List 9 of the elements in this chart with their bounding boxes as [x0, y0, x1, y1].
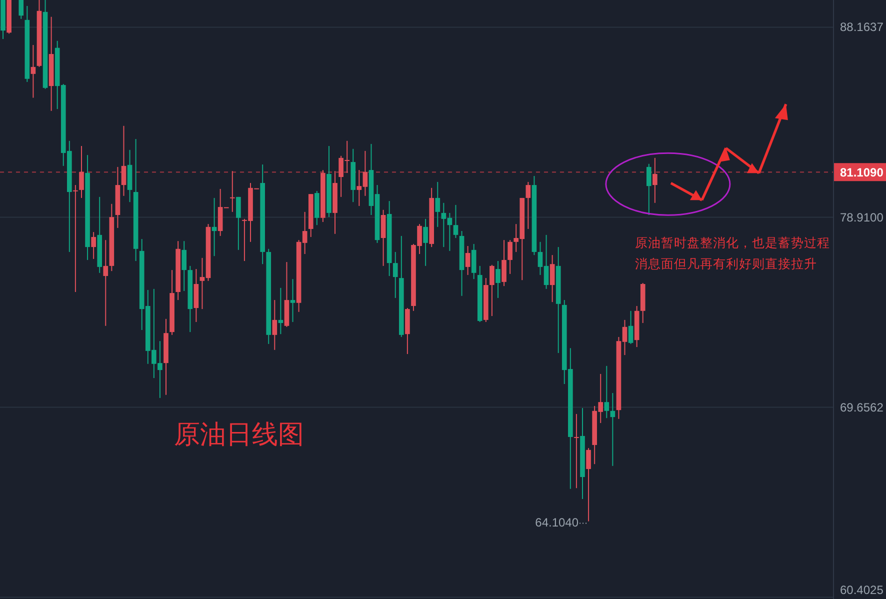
annotation: 消息面但凡再有利好则直接拉升 — [635, 257, 817, 271]
y-tick-label: 69.6562 — [840, 400, 884, 414]
y-tick-label: 88.1637 — [840, 20, 884, 34]
ref-line-label: 81.1090 — [840, 166, 884, 180]
annotation: 原油日线图 — [174, 419, 304, 449]
annotation: 64.1040 — [535, 515, 579, 530]
y-tick-label: 78.9100 — [840, 210, 884, 224]
annotation: 原油暂时盘整消化，也是蓄势过程 — [635, 236, 830, 250]
y-tick-label: 60.4025 — [840, 583, 884, 597]
